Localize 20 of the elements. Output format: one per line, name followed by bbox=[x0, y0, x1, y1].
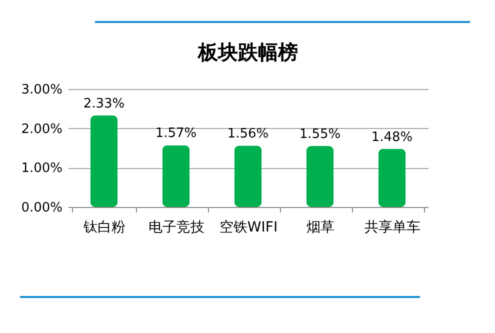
bar bbox=[90, 115, 118, 207]
y-tick-label: 3.00% bbox=[21, 82, 62, 98]
y-tick-label: 0.00% bbox=[21, 200, 62, 216]
bar bbox=[162, 145, 190, 207]
x-tick-label: 电子竞技 bbox=[148, 220, 204, 236]
bar bbox=[378, 148, 406, 207]
y-tick-label: 2.00% bbox=[21, 122, 62, 137]
y-tick-label: 1.00% bbox=[21, 161, 62, 176]
data-label: 1.55% bbox=[299, 127, 341, 142]
chart-title: 板块跌幅榜 bbox=[197, 40, 298, 64]
bar bbox=[234, 146, 262, 207]
data-label: 1.56% bbox=[227, 126, 269, 142]
data-label: 1.48% bbox=[371, 130, 413, 145]
bar bbox=[306, 146, 334, 207]
data-label: 2.33% bbox=[83, 96, 125, 112]
x-tick-label: 共享单车 bbox=[364, 220, 420, 236]
x-tick-label: 空铁WIFI bbox=[219, 220, 278, 236]
x-tick-label: 钛白粉 bbox=[82, 220, 126, 236]
x-tick-label: 烟草 bbox=[306, 220, 334, 236]
data-label: 1.57% bbox=[155, 126, 197, 142]
